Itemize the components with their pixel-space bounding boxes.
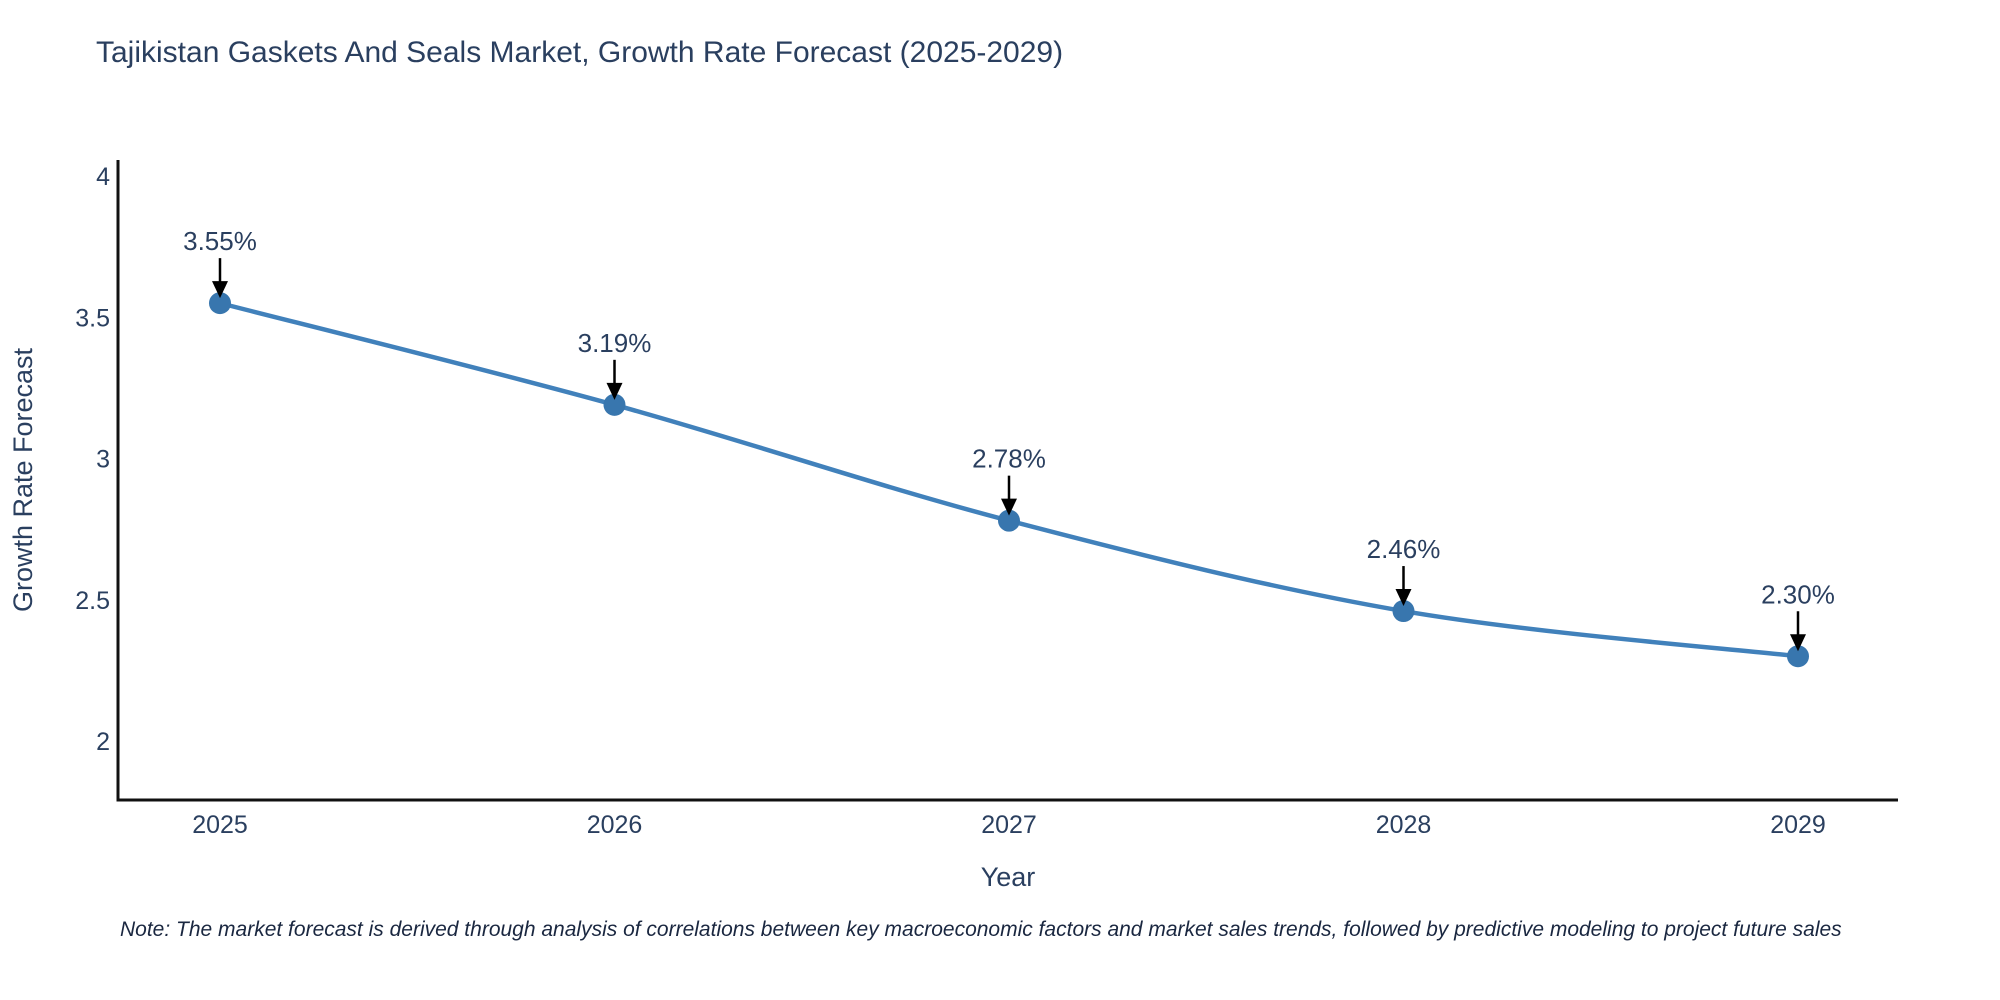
x-axis-title: Year (981, 862, 1036, 892)
y-tick-label: 2.5 (75, 587, 110, 615)
x-tick-label: 2029 (1770, 811, 1826, 839)
chart-title: Tajikistan Gaskets And Seals Market, Gro… (96, 36, 1064, 69)
x-tick-label: 2026 (587, 811, 643, 839)
x-tick-label: 2025 (192, 811, 248, 839)
x-tick-label: 2027 (981, 811, 1037, 839)
annotation-arrowhead-icon (1395, 589, 1412, 607)
data-point-marker (1392, 600, 1415, 623)
data-point-label: 3.19% (578, 328, 652, 358)
data-point-label: 2.78% (972, 444, 1046, 474)
data-point-marker (1787, 645, 1809, 668)
x-tick-label: 2028 (1376, 811, 1432, 839)
data-point-label: 3.55% (183, 226, 257, 256)
y-tick-label: 4 (96, 163, 110, 191)
annotation-arrowhead-icon (212, 281, 228, 299)
y-tick-label: 3 (96, 446, 110, 474)
chart-footnote: Note: The market forecast is derived thr… (120, 918, 1842, 941)
data-point-marker (209, 292, 231, 315)
annotation-arrowhead-icon (1790, 634, 1806, 652)
annotation-arrowhead-icon (606, 382, 623, 400)
y-tick-label: 2 (96, 728, 110, 756)
data-point-marker (603, 393, 626, 416)
data-point-marker (998, 509, 1020, 532)
y-tick-label: 3.5 (75, 304, 110, 332)
annotation-arrowhead-icon (1001, 498, 1017, 516)
data-point-label: 2.46% (1367, 534, 1441, 564)
data-point-label: 2.30% (1761, 579, 1835, 609)
y-axis-title: Growth Rate Forecast (8, 347, 38, 612)
